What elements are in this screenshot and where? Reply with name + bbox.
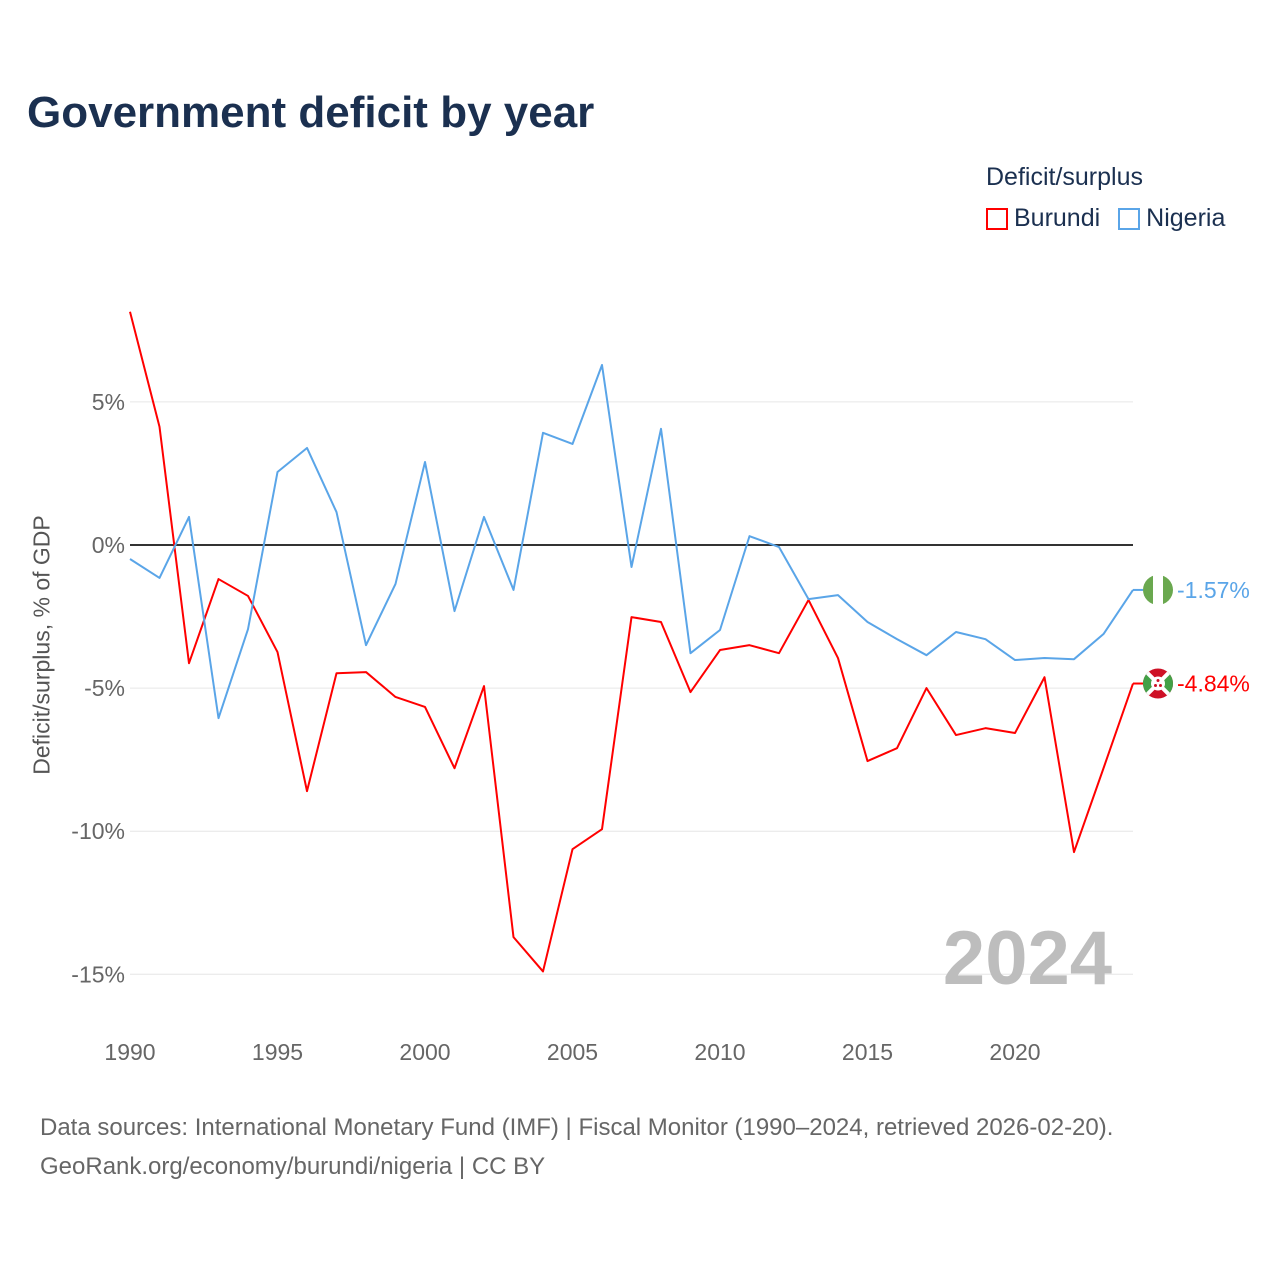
x-tick-label: 1995 bbox=[252, 1039, 303, 1065]
x-tick-label: 2010 bbox=[694, 1039, 745, 1065]
flag-star bbox=[1154, 684, 1157, 688]
y-tick-label: -10% bbox=[71, 818, 125, 844]
end-value-label: -4.84% bbox=[1177, 671, 1250, 697]
y-tick-label: 0% bbox=[92, 532, 125, 558]
end-value-label: -1.57% bbox=[1177, 577, 1250, 603]
flag-green bbox=[1158, 668, 1173, 699]
x-tick-label: 2015 bbox=[842, 1039, 893, 1065]
y-tick-label: -15% bbox=[71, 961, 125, 987]
flag-green bbox=[1143, 574, 1153, 605]
flag-burundi-icon bbox=[1143, 668, 1173, 699]
legend-label: Nigeria bbox=[1146, 204, 1226, 232]
x-tick-label: 2000 bbox=[399, 1039, 450, 1065]
x-tick-label: 2020 bbox=[989, 1039, 1040, 1065]
legend-item-nigeria[interactable]: Nigeria bbox=[1118, 204, 1225, 233]
legend-swatch-nigeria bbox=[1118, 207, 1141, 230]
flag-nigeria-icon bbox=[1143, 574, 1173, 605]
source-line-2[interactable]: GeoRank.org/economy/burundi/nigeria | CC… bbox=[40, 1153, 546, 1180]
legend-swatch-burundi bbox=[986, 207, 1008, 230]
series-line-burundi bbox=[129, 311, 1134, 973]
legend-item-burundi[interactable]: Burundi bbox=[986, 204, 1100, 233]
flag-green bbox=[1163, 574, 1173, 605]
y-tick-label: -5% bbox=[84, 675, 125, 701]
flag-green bbox=[1143, 668, 1158, 699]
year-watermark: 2024 bbox=[943, 916, 1112, 1001]
legend: Burundi Nigeria bbox=[986, 204, 1225, 233]
y-tick-label: 5% bbox=[92, 389, 125, 415]
flag-body bbox=[1143, 574, 1173, 605]
legend-title: Deficit/surplus bbox=[986, 163, 1143, 191]
source-line-1: Data sources: International Monetary Fun… bbox=[40, 1114, 1114, 1141]
series-line-nigeria bbox=[129, 363, 1134, 720]
source-note: Data sources: International Monetary Fun… bbox=[40, 1108, 1113, 1186]
flag-star bbox=[1159, 684, 1162, 688]
flag-disc bbox=[1151, 676, 1165, 691]
x-tick-label: 1990 bbox=[104, 1039, 155, 1065]
x-tick-label: 2005 bbox=[547, 1039, 598, 1065]
flag-body bbox=[1143, 668, 1173, 699]
flag-star bbox=[1156, 679, 1160, 683]
legend-label: Burundi bbox=[1014, 204, 1101, 232]
chart-title: Government deficit by year bbox=[27, 88, 595, 137]
